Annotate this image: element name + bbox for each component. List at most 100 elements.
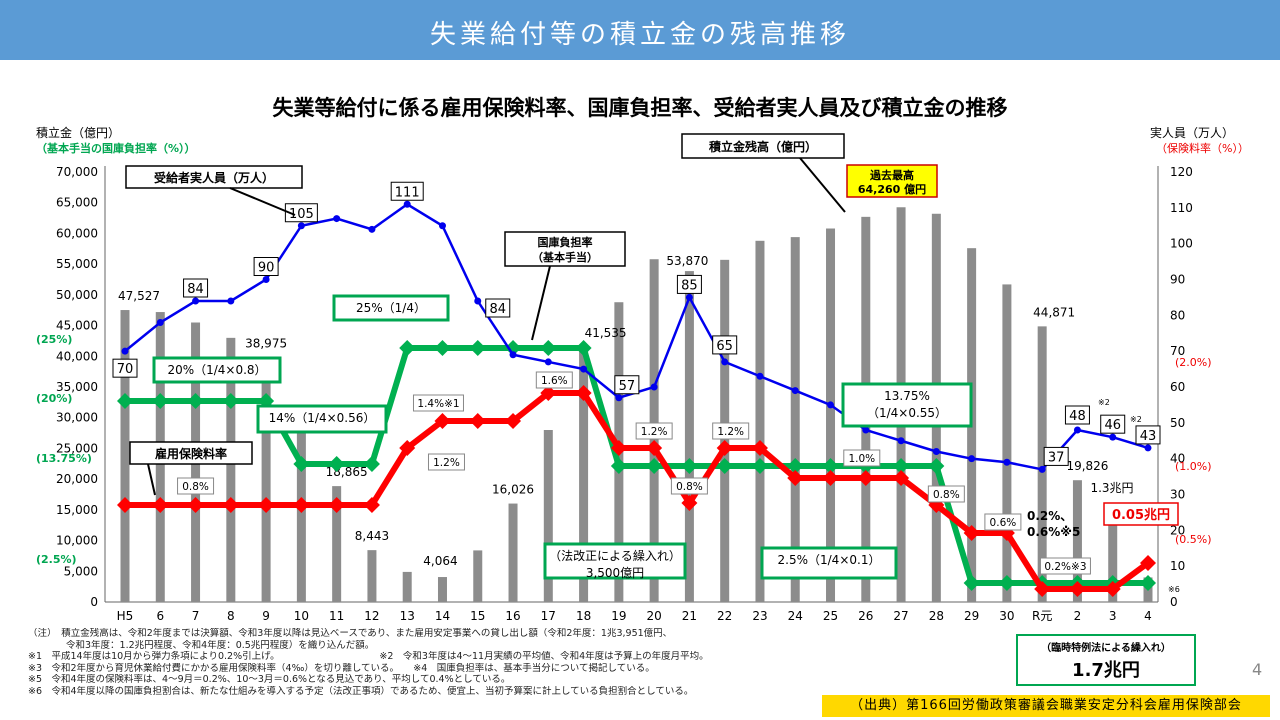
recipients-marker: [650, 383, 658, 391]
left-tick-label: 45,000: [56, 319, 98, 333]
subsidy-rate-marker: [434, 340, 451, 356]
left-tick-label: 10,000: [56, 534, 98, 548]
temporary-transfer-value: 1.7兆円: [1072, 660, 1140, 681]
note6-mark: ※6: [1168, 585, 1180, 594]
recipients-label: 48: [1069, 409, 1086, 424]
r4-transfer-box: [1103, 502, 1179, 526]
x-tick-label: H5: [117, 609, 134, 623]
people-annotation-box: [125, 165, 303, 189]
reserve-bar: [755, 240, 765, 603]
left-tick-label: 0: [90, 595, 98, 609]
rate-label-box: [984, 513, 1022, 531]
callout-transfer: 3,500億円: [586, 566, 644, 580]
recipients-marker: [544, 358, 552, 366]
rate-label: 0.8%: [933, 489, 960, 501]
right-tick-label: 40: [1170, 452, 1185, 466]
footnotes: （注） 積立金残高は、令和2年度までは決算額、令和3年度以降は見込ベースであり、…: [28, 628, 1038, 697]
insurance-rate-marker: [1034, 581, 1051, 597]
x-tick-label: 12: [364, 609, 379, 623]
rate-label: 1.0%: [848, 453, 875, 465]
note2-mark: ※2: [1130, 415, 1142, 424]
rate-label: 0.8%: [182, 481, 209, 493]
record-high-box: [846, 164, 938, 198]
recipients-marker: [474, 297, 482, 305]
insurance-rate-marker: [646, 440, 663, 456]
recipients-label-box: [390, 181, 424, 201]
insurance-rate-marker: [505, 413, 522, 429]
reserve-bar: [226, 337, 236, 602]
reserve-bar: [473, 550, 483, 602]
insurance-rate-marker: [1140, 555, 1156, 571]
subsidy-rate-marker: [893, 458, 910, 474]
recipients-marker: [262, 276, 270, 283]
callout-14pct-box: [256, 404, 388, 434]
recipients-marker: [297, 222, 305, 230]
x-tick-label: 29: [964, 609, 979, 623]
recipients-label: 111: [395, 185, 420, 200]
x-tick-label: 8: [227, 609, 235, 623]
rate-label: 1.2%: [641, 426, 668, 438]
r4-rate-a: 0.2%、: [1027, 509, 1072, 523]
subsidy-rate-marker: [998, 575, 1015, 591]
insurance-rate-marker: [363, 497, 380, 513]
x-tick-label: 4: [1144, 609, 1152, 623]
recipients-marker: [403, 200, 411, 208]
recipients-marker: [1073, 426, 1081, 434]
rate-label-box: [670, 477, 708, 495]
subsidy-rate-marker: [681, 458, 698, 474]
rate-label-box: [843, 449, 881, 467]
subsidy-rate-marker: [469, 340, 486, 356]
recipients-marker: [756, 372, 764, 380]
right-tick-label: 70: [1170, 344, 1185, 358]
recipients-label-box: [1043, 446, 1069, 466]
recipients-marker: [827, 401, 835, 409]
subsidy-rate-marker: [540, 340, 557, 356]
bar-value-label: 38,975: [245, 337, 287, 351]
reserve-bar: [1002, 284, 1012, 602]
recipients-label-box: [112, 358, 138, 378]
x-tick-label: 18: [576, 609, 591, 623]
recipients-marker: [897, 437, 905, 445]
reserve-bar: [684, 271, 694, 602]
x-tick-label: 27: [893, 609, 908, 623]
callout-transfer: （法改正による繰入れ）: [549, 549, 681, 563]
insurance-rate-marker: [1069, 581, 1086, 597]
recipients-label: 46: [1104, 418, 1121, 433]
title-banner: 失業給付等の積立金の残高推移: [0, 0, 1280, 60]
rate-label-box: [412, 394, 464, 412]
x-tick-label: 30: [999, 609, 1014, 623]
rate-label: 1.2%: [433, 457, 460, 469]
chart-title: 失業等給付に係る雇用保険料率、国庫負担率、受給者実人員及び積立金の推移: [272, 96, 1008, 120]
rate-label-box: [1039, 557, 1091, 575]
left-tick-label: 35,000: [56, 380, 98, 394]
insurance-rate-marker: [117, 497, 133, 513]
rate-label-box: [535, 371, 573, 389]
insurance-rate-marker: [751, 440, 768, 456]
reserve-bar: [402, 571, 412, 602]
subsidy-rate-marker: [187, 393, 204, 409]
reserve-bar: [579, 346, 589, 602]
recipients-label-box: [712, 335, 738, 355]
right-axis-title: 実人員（万人）: [1150, 126, 1235, 140]
x-tick-label: 20: [646, 609, 661, 623]
x-tick-label: 24: [788, 609, 803, 623]
bar-value-label: 44,871: [1033, 305, 1075, 319]
subsidy-rate-marker: [610, 458, 627, 474]
left-axis-title: 積立金（億円）: [36, 126, 121, 140]
recipients-marker: [1144, 444, 1152, 452]
right-percent-label: (2.0%): [1175, 356, 1212, 369]
callout-14pct: 14%（1/4×0.56）: [269, 411, 376, 425]
subsidy-annotation-box: [504, 231, 626, 267]
callout-transfer-box: [543, 542, 687, 580]
callout-1375pct: 13.75%: [884, 389, 930, 403]
right-tick-label: 50: [1170, 416, 1185, 430]
recipients-label: 65: [716, 339, 733, 354]
x-tick-label: 3: [1109, 609, 1117, 623]
recipients-label-box: [614, 375, 640, 395]
right-tick-label: 80: [1170, 308, 1185, 322]
recipients-marker: [580, 365, 588, 373]
subsidy-rate-marker: [1140, 575, 1156, 591]
insurance-rate-marker: [716, 440, 733, 456]
right-tick-label: 20: [1170, 523, 1185, 537]
left-tick-label: 40,000: [56, 349, 98, 363]
